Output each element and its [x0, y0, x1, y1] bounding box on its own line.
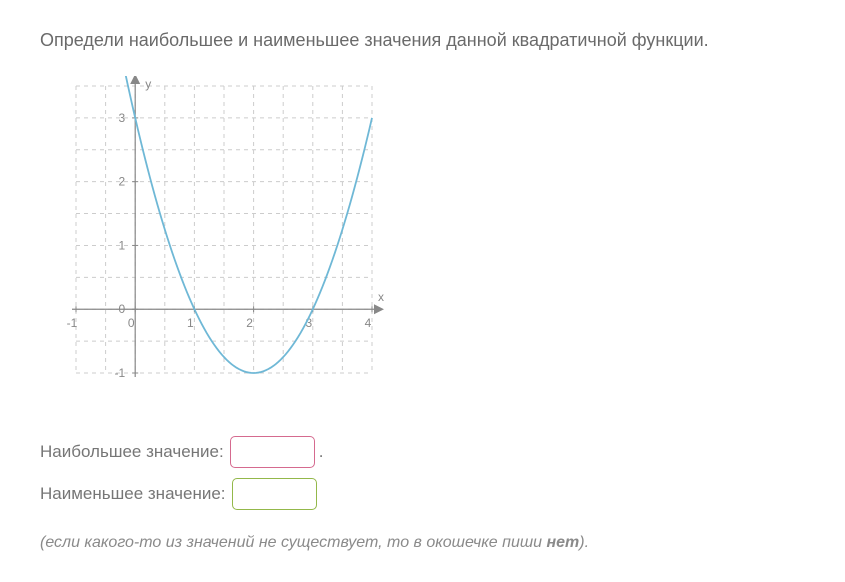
hint-strong: нет — [546, 534, 579, 551]
svg-text:y: y — [145, 77, 151, 91]
hint-suffix: ). — [579, 534, 589, 551]
svg-text:2: 2 — [246, 316, 253, 330]
min-answer-row: Наименьшее значение: — [40, 478, 805, 510]
svg-text:-1: -1 — [67, 316, 78, 330]
svg-text:1: 1 — [119, 238, 126, 252]
max-label: Наибольшее значение: — [40, 442, 224, 462]
parabola-chart: -101234-10123xy — [40, 76, 388, 401]
min-label: Наименьшее значение: — [40, 484, 226, 504]
svg-text:2: 2 — [119, 175, 126, 189]
hint-prefix: (если какого-то из значений не существуе… — [40, 534, 546, 551]
svg-text:4: 4 — [365, 316, 372, 330]
svg-text:3: 3 — [119, 111, 126, 125]
hint-text: (если какого-то из значений не существуе… — [40, 534, 805, 552]
question-text: Определи наибольшее и наименьшее значени… — [40, 30, 805, 51]
svg-text:x: x — [378, 290, 384, 304]
max-answer-row: Наибольшее значение: . — [40, 436, 805, 468]
period-text: . — [319, 442, 324, 462]
min-value-input[interactable] — [232, 478, 317, 510]
svg-text:1: 1 — [187, 316, 194, 330]
svg-text:0: 0 — [128, 316, 135, 330]
max-value-input[interactable] — [230, 436, 315, 468]
svg-text:0: 0 — [119, 302, 126, 316]
svg-text:-1: -1 — [115, 366, 126, 380]
chart-container: -101234-10123xy — [40, 76, 805, 406]
